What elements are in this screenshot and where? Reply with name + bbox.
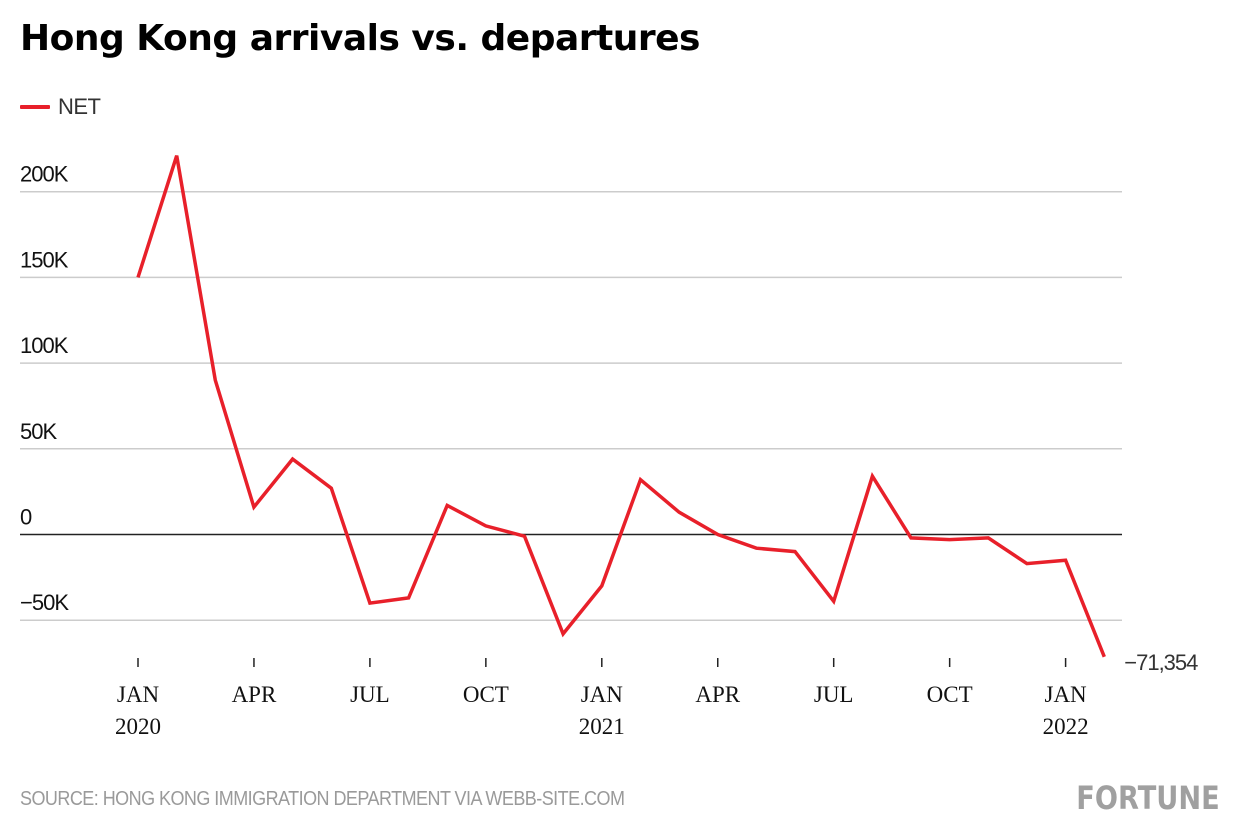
x-tick-label: JAN (117, 682, 160, 707)
end-value-label: −71,354 (1124, 650, 1198, 675)
x-tick-year-label: 2022 (1043, 714, 1089, 739)
y-axis-labels: 200K 150K 100K 50K 0 −50K (20, 162, 70, 616)
series-line-net (136, 155, 1106, 658)
legend-label-net: NET (58, 94, 101, 119)
gridlines (20, 190, 1122, 621)
y-tick-label: 150K (20, 247, 69, 272)
y-tick-label: 0 (20, 505, 32, 530)
series-layer (136, 155, 1106, 658)
x-tick-year-label: 2021 (579, 714, 625, 739)
legend-swatch-net (20, 105, 50, 109)
x-tick-label: JAN (1045, 682, 1088, 707)
y-tick-label: 200K (20, 162, 69, 187)
chart-title: Hong Kong arrivals vs. departures (20, 18, 700, 59)
x-tick-label: OCT (463, 682, 509, 707)
source-note: SOURCE: HONG KONG IMMIGRATION DEPARTMENT… (20, 788, 625, 810)
x-tick-label: APR (695, 682, 740, 707)
y-tick-label: 100K (20, 333, 69, 358)
annotation-layer: −71,354 (1124, 650, 1199, 675)
x-tick-label: JAN (581, 682, 624, 707)
x-tick-label: APR (232, 682, 277, 707)
x-tick-year-label: 2020 (115, 714, 161, 739)
y-tick-label: −50K (20, 590, 69, 615)
x-axis-ticks: JAN 2020 APR JUL OCT JAN 2021 APR JUL OCT JAN 2022 (115, 658, 1089, 739)
brand-logo: FORTUNE (1076, 779, 1220, 817)
x-tick-label: JUL (814, 682, 854, 707)
legend: NET (20, 94, 101, 120)
x-tick-label: JUL (350, 682, 390, 707)
y-tick-label: 50K (20, 419, 57, 444)
x-tick-label: OCT (927, 682, 973, 707)
